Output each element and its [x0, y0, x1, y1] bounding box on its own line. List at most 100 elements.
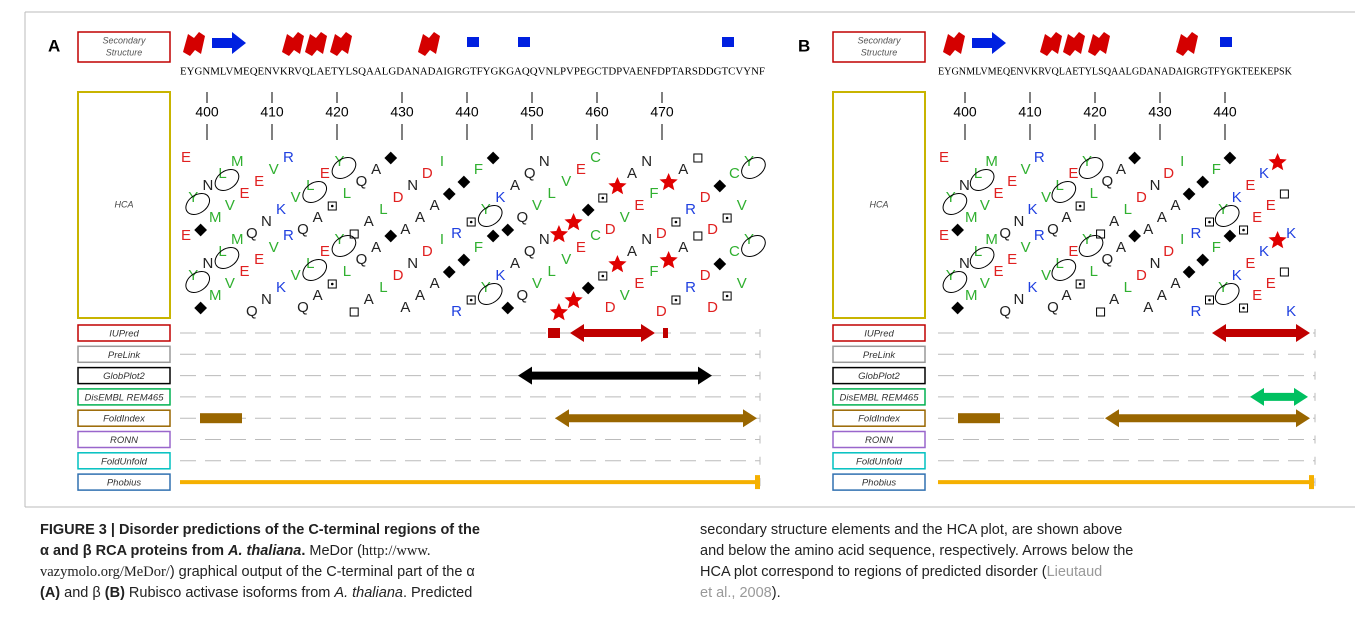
hca-residue: E: [1068, 243, 1078, 260]
hca-residue: E: [1068, 165, 1078, 182]
ruler-label: 440: [455, 104, 479, 120]
hca-residue: V: [980, 197, 990, 214]
caption-line: et al., 2008).: [700, 583, 1133, 604]
hca-residue: L: [379, 201, 387, 218]
hca-glycine: [713, 257, 727, 271]
hca-residue: E: [993, 263, 1003, 280]
hca-cluster: [1214, 283, 1240, 305]
hca-residue: E: [939, 149, 949, 166]
hca-residue: M: [209, 209, 222, 226]
hca-cluster: [302, 259, 328, 281]
hca-residue: Y: [1218, 201, 1228, 218]
track-label: PreLink: [863, 350, 896, 361]
hca-residue: I: [1180, 231, 1184, 248]
hca-residue: I: [440, 153, 444, 170]
track-label: DisEMBL REM465: [84, 392, 164, 403]
caption-text: secondary structure elements and the HCA…: [700, 522, 1123, 538]
caption-text[interactable]: vazymolo.org/MeDor/: [40, 564, 170, 580]
hca-residue: Q: [297, 221, 309, 238]
hca-proline: [608, 255, 627, 273]
hca-residue: A: [1157, 209, 1167, 226]
hca-threonine-dot: [330, 282, 334, 286]
track-box: [77, 345, 171, 364]
ruler-label: 410: [260, 104, 284, 120]
hca-residue: K: [1232, 189, 1242, 206]
hca-residue: A: [313, 287, 323, 304]
hca-residue: R: [1034, 227, 1045, 244]
hca-residue: Y: [335, 231, 345, 248]
hca-residue: L: [974, 243, 982, 260]
hca-residue: C: [590, 149, 601, 166]
track-box: [832, 388, 926, 406]
hca-serine: [1279, 189, 1289, 199]
hca-glycine: [951, 301, 964, 315]
hca-glycine: [581, 203, 595, 217]
label-box: [832, 31, 926, 63]
hca-glycine: [713, 179, 727, 193]
hca-residue: N: [407, 255, 418, 272]
hca-residue: D: [656, 225, 667, 242]
secondary-label: Secondary: [857, 35, 901, 45]
hca-residue: A: [1143, 221, 1153, 238]
hca-residue: N: [641, 231, 652, 248]
hca-residue: N: [407, 177, 418, 194]
hca-residue: N: [641, 153, 652, 170]
hca-residue: D: [393, 267, 404, 284]
hca-residue: A: [1170, 197, 1180, 214]
hca-residue: E: [634, 275, 644, 292]
track-box: [77, 388, 171, 406]
hca-proline: [549, 225, 569, 243]
hca-cluster: [942, 193, 968, 215]
hca-residue: R: [1190, 225, 1201, 242]
caption-text[interactable]: http://www.: [361, 543, 431, 559]
hca-residue: D: [700, 189, 711, 206]
hca-threonine-dot: [674, 298, 678, 302]
track-box: [832, 473, 926, 491]
hca-proline: [608, 177, 627, 195]
hca-residue: D: [1136, 189, 1147, 206]
hca-glycine: [581, 281, 595, 295]
hca-residue: K: [1259, 165, 1269, 182]
hca-residue: L: [379, 279, 387, 296]
hca-residue: A: [1062, 209, 1072, 226]
hca-residue: N: [203, 255, 214, 272]
helix: [943, 32, 965, 56]
hca-residue: R: [1190, 303, 1201, 320]
track-box: [832, 430, 926, 449]
caption-text: and β: [60, 585, 105, 601]
hca-residue: L: [1090, 263, 1098, 280]
hca-residue: R: [685, 201, 696, 218]
hca-glycine: [501, 301, 515, 315]
hca-proline: [564, 213, 583, 231]
hca-residue: N: [959, 255, 970, 272]
hca-residue: L: [1090, 185, 1098, 202]
hca-residue: A: [678, 161, 688, 178]
hca-residue: M: [965, 209, 978, 226]
hca-residue: Q: [356, 173, 368, 190]
hca-glycine: [951, 223, 964, 237]
hca-residue: L: [343, 263, 351, 280]
ruler-label: 420: [1083, 104, 1107, 120]
caption-text[interactable]: et al., 2008: [700, 585, 772, 601]
caption-right: secondary structure elements and the HCA…: [700, 520, 1133, 604]
hca-box: [832, 91, 926, 319]
hca-cluster: [1214, 205, 1240, 227]
hca-residue: Y: [481, 201, 491, 218]
hca-residue: Q: [246, 225, 258, 242]
sequence: EYGNMLVMEQENVKRVQLAETYLSQAALGDANADAIGRGT…: [938, 66, 1293, 77]
caption-text[interactable]: Lieutaud: [1046, 564, 1103, 580]
ruler-label: 410: [1018, 104, 1042, 120]
hca-threonine-dot: [674, 220, 678, 224]
hca-cluster: [741, 157, 766, 179]
hca-residue: A: [371, 239, 381, 256]
hca-glycine: [442, 265, 456, 279]
hca-residue: A: [1116, 239, 1126, 256]
track-box: [77, 452, 171, 470]
region-arrow: [1212, 324, 1310, 342]
track-label: Phobius: [862, 478, 897, 489]
hca-threonine-dot: [1242, 228, 1245, 232]
hca-residue: K: [276, 279, 286, 296]
hca-threonine-dot: [725, 294, 729, 298]
track-label: GlobPlot2: [103, 371, 145, 382]
hca-glycine: [457, 175, 471, 189]
